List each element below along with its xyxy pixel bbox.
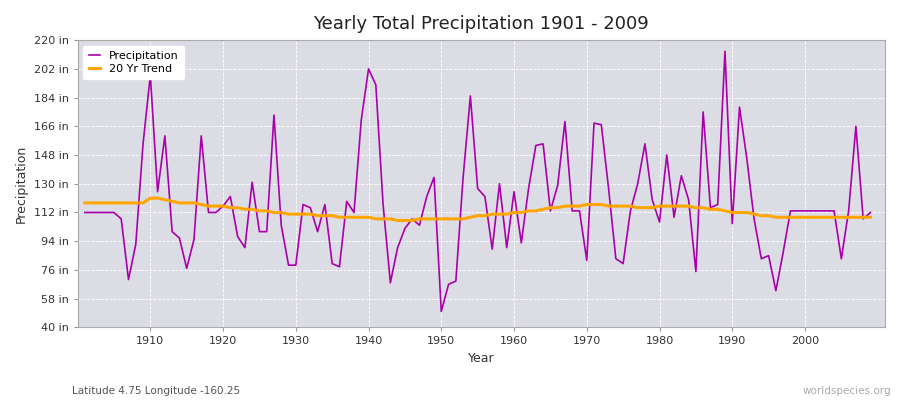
- Precipitation: [865, 210, 876, 215]
- Precipitation: [79, 210, 90, 215]
- Text: worldspecies.org: worldspecies.org: [803, 386, 891, 396]
- Title: Yearly Total Precipitation 1901 - 2009: Yearly Total Precipitation 1901 - 2009: [313, 15, 649, 33]
- Legend: Precipitation, 20 Yr Trend: Precipitation, 20 Yr Trend: [83, 46, 184, 79]
- Precipitation: [341, 199, 352, 204]
- 20 Yr Trend: [348, 215, 359, 220]
- Line: 20 Yr Trend: 20 Yr Trend: [85, 198, 870, 220]
- 20 Yr Trend: [145, 196, 156, 200]
- 20 Yr Trend: [138, 200, 148, 205]
- Precipitation: [508, 189, 519, 194]
- 20 Yr Trend: [79, 200, 90, 205]
- 20 Yr Trend: [516, 210, 526, 215]
- Precipitation: [720, 49, 731, 54]
- Precipitation: [138, 142, 148, 146]
- Line: Precipitation: Precipitation: [85, 51, 870, 312]
- 20 Yr Trend: [523, 208, 534, 213]
- 20 Yr Trend: [865, 215, 876, 220]
- 20 Yr Trend: [392, 218, 403, 223]
- Precipitation: [603, 186, 614, 191]
- Text: Latitude 4.75 Longitude -160.25: Latitude 4.75 Longitude -160.25: [72, 386, 240, 396]
- 20 Yr Trend: [305, 212, 316, 216]
- Precipitation: [516, 240, 526, 245]
- 20 Yr Trend: [610, 204, 621, 208]
- Precipitation: [298, 202, 309, 207]
- Y-axis label: Precipitation: Precipitation: [15, 145, 28, 223]
- X-axis label: Year: Year: [468, 352, 495, 365]
- Precipitation: [436, 309, 446, 314]
